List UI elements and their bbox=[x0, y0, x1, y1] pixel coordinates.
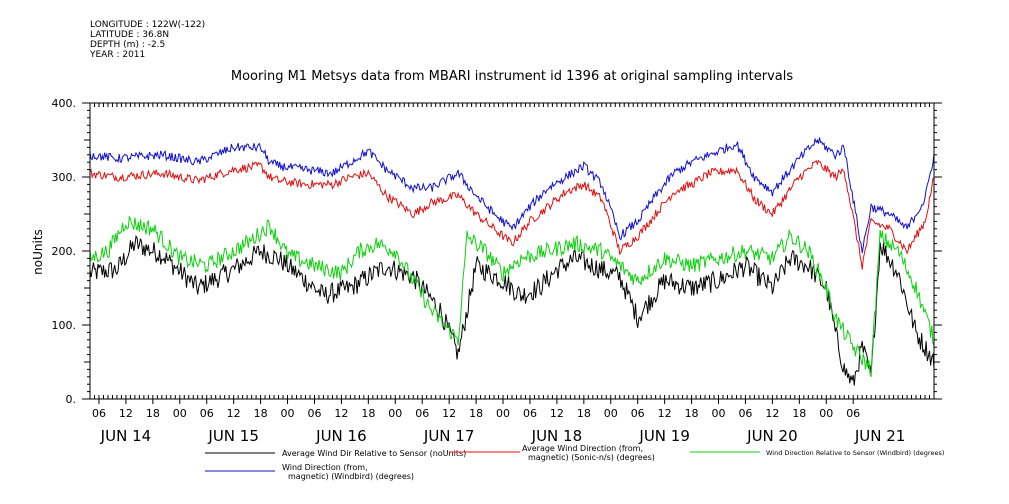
x-tick-label: 18 bbox=[146, 407, 160, 420]
x-date-label: JUN 15 bbox=[207, 427, 258, 445]
legend-label-4: Wind Direction (from, magnetic) (Windbird… bbox=[282, 463, 414, 481]
x-tick-label: 06 bbox=[92, 407, 106, 420]
x-tick-label: 18 bbox=[685, 407, 699, 420]
x-date-label: JUN 18 bbox=[531, 427, 582, 445]
x-tick-label: 00 bbox=[819, 407, 833, 420]
x-date-label: JUN 19 bbox=[638, 427, 689, 445]
y-axis-label: noUnits bbox=[31, 229, 45, 275]
series-line-1 bbox=[89, 234, 935, 386]
axes-layer: 06 12 18 00 06 12 18 00 06 12 18 00 06 12 18 00 06 12 18 00… bbox=[52, 97, 942, 445]
x-tick-label: 12 bbox=[227, 407, 241, 420]
latitude-text: LATITUDE : 36.8N bbox=[90, 30, 170, 40]
x-tick-label: 12 bbox=[550, 407, 564, 420]
x-tick-label: 12 bbox=[658, 407, 672, 420]
legend-label-3: Wind Direction Relative to Sensor (Windb… bbox=[766, 449, 944, 457]
x-tick-label: 06 bbox=[415, 407, 429, 420]
x-tick-label: 06 bbox=[523, 407, 537, 420]
x-tick-label: 12 bbox=[765, 407, 779, 420]
series-layer bbox=[89, 137, 935, 386]
x-tick-label: 18 bbox=[792, 407, 806, 420]
x-date-label: JUN 14 bbox=[100, 427, 151, 445]
x-date-label: JUN 20 bbox=[746, 427, 797, 445]
x-tick-label: 06 bbox=[846, 407, 860, 420]
x-tick-label: 06 bbox=[738, 407, 752, 420]
legend: Average Wind Dir Relative to Sensor (noU… bbox=[205, 444, 944, 481]
metadata-block: LONGITUDE : 122W(-122) LATITUDE : 36.8N … bbox=[90, 20, 205, 60]
x-tick-label: 00 bbox=[388, 407, 402, 420]
x-tick-label: 06 bbox=[200, 407, 214, 420]
series-line-4 bbox=[89, 137, 935, 254]
y-tick-label: 300. bbox=[52, 171, 77, 184]
x-tick-label: 00 bbox=[604, 407, 618, 420]
x-date-label: JUN 21 bbox=[854, 427, 905, 445]
year-text: YEAR : 2011 bbox=[90, 50, 146, 60]
x-date-label: JUN 17 bbox=[423, 427, 474, 445]
x-tick-label: 00 bbox=[712, 407, 726, 420]
x-tick-label: 18 bbox=[469, 407, 483, 420]
y-tick-label: 200. bbox=[52, 245, 77, 258]
x-tick-label: 12 bbox=[442, 407, 456, 420]
x-tick-label: 18 bbox=[254, 407, 268, 420]
x-tick-label: 06 bbox=[307, 407, 321, 420]
y-tick-label: 0. bbox=[66, 393, 77, 406]
y-tick-label: 400. bbox=[52, 97, 77, 110]
legend-label-1: Average Wind Dir Relative to Sensor (noU… bbox=[282, 449, 466, 458]
x-date-label: JUN 16 bbox=[315, 427, 366, 445]
legend-label-2: Average Wind Direction (from, magnetic) (… bbox=[522, 444, 655, 462]
x-tick-label: 18 bbox=[361, 407, 375, 420]
x-tick-label: 18 bbox=[577, 407, 591, 420]
chart-title: Mooring M1 Metsys data from MBARI instru… bbox=[231, 69, 793, 84]
longitude-text: LONGITUDE : 122W(-122) bbox=[90, 20, 206, 30]
depth-text: DEPTH (m) : -2.5 bbox=[90, 40, 166, 50]
x-tick-label: 12 bbox=[119, 407, 133, 420]
x-tick-label: 06 bbox=[631, 407, 645, 420]
x-tick-label: 00 bbox=[173, 407, 187, 420]
x-tick-label: 12 bbox=[334, 407, 348, 420]
x-tick-label: 00 bbox=[496, 407, 510, 420]
series-line-3 bbox=[89, 215, 935, 378]
y-tick-label: 100. bbox=[52, 319, 77, 332]
series-line-2 bbox=[89, 159, 935, 270]
x-tick-label: 00 bbox=[281, 407, 295, 420]
